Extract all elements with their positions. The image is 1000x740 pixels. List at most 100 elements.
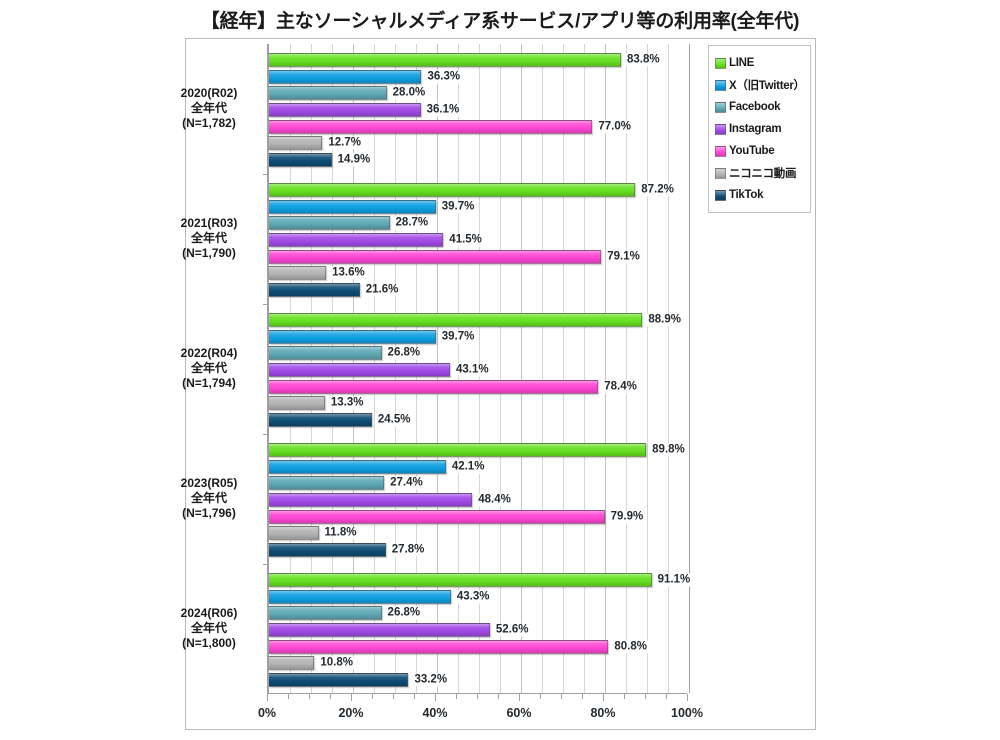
category-tick xyxy=(263,434,269,435)
bar-row: 10.8% xyxy=(269,656,687,671)
plot-inner: 83.8% 36.3% 28.0% 36.1% 77.0% 12.7% 14.9% 87.2%… xyxy=(263,44,692,693)
bar-row: 43.3% xyxy=(269,589,687,604)
bar-value-label: 13.3% xyxy=(329,396,365,410)
bar-row: 39.7% xyxy=(269,199,687,214)
x-axis-tick xyxy=(498,694,499,699)
x-axis-label: 100% xyxy=(671,706,703,720)
x-axis-tick xyxy=(687,694,688,701)
gridline xyxy=(563,44,564,693)
category-tick xyxy=(263,304,269,305)
legend-item-tiktok[interactable]: TikTok xyxy=(715,184,805,206)
gridline xyxy=(626,44,627,693)
category-label-2023: 2023(R05) 全年代 (N=1,796) xyxy=(159,476,259,521)
bar-value-label: 48.4% xyxy=(477,493,512,507)
legend-item-facebook[interactable]: Facebook xyxy=(715,96,805,118)
bar-youtube xyxy=(269,379,599,394)
bar-row: 79.1% xyxy=(269,249,687,264)
bar-row: 27.4% xyxy=(269,476,687,491)
legend-item-x旧twitter[interactable]: X（旧Twitter） xyxy=(715,74,805,96)
plot-area: 83.8% 36.3% 28.0% 36.1% 77.0% 12.7% 14.9% 87.2%… xyxy=(263,44,692,694)
bar-tiktok xyxy=(269,542,386,557)
bar-value-label: 43.1% xyxy=(455,363,490,377)
x-axis-tick xyxy=(435,694,436,701)
bar-facebook xyxy=(269,216,390,231)
legend-label: X（旧Twitter） xyxy=(729,80,805,92)
x-axis-tick xyxy=(309,694,310,699)
legend-item-ニコニコ動画[interactable]: ニコニコ動画 xyxy=(715,162,805,184)
bar-value-label: 10.8% xyxy=(319,656,354,670)
bar-value-label: 27.8% xyxy=(390,543,426,557)
bar-x旧twitter xyxy=(269,589,451,604)
bar-value-label: 27.4% xyxy=(389,476,424,490)
bar-ニコニコ動画 xyxy=(269,396,325,411)
bar-x旧twitter xyxy=(269,459,446,474)
category-label-2021: 2021(R03) 全年代 (N=1,790) xyxy=(159,216,259,261)
bar-ニコニコ動画 xyxy=(269,136,323,151)
bar-row: 80.8% xyxy=(269,639,687,654)
bar-row: 13.3% xyxy=(269,396,687,411)
category-tick xyxy=(263,174,269,175)
legend-item-instagram[interactable]: Instagram xyxy=(715,118,805,140)
legend-swatch-icon xyxy=(715,101,726,113)
chart-legend: LINE X（旧Twitter） Facebook Instagram YouTube ニ… xyxy=(708,45,811,213)
bar-value-label: 36.1% xyxy=(425,103,461,117)
bar-value-label: 89.8% xyxy=(651,443,686,457)
legend-label: YouTube xyxy=(729,145,775,157)
category-label-line: (N=1,782) xyxy=(182,116,236,130)
x-axis-tick xyxy=(582,694,583,699)
bar-value-label: 24.5% xyxy=(376,413,412,427)
bar-row: 33.2% xyxy=(269,672,687,687)
bar-row: 48.4% xyxy=(269,493,687,507)
bar-row: 52.6% xyxy=(269,623,687,637)
bar-row: 89.8% xyxy=(269,443,687,458)
bar-row: 78.4% xyxy=(269,379,687,394)
bar-value-label: 91.1% xyxy=(656,573,692,587)
category-tick xyxy=(263,564,269,565)
category-label-line: 2021(R03) xyxy=(180,216,238,230)
bar-row: 36.3% xyxy=(269,69,687,84)
bar-row: 28.7% xyxy=(269,216,687,231)
bar-tiktok xyxy=(269,152,332,167)
category-label-2020: 2020(R02) 全年代 (N=1,782) xyxy=(159,86,259,131)
x-axis-tick xyxy=(519,694,520,701)
x-axis-tick xyxy=(393,694,394,699)
bar-row: 36.1% xyxy=(269,103,687,117)
category-label-2022: 2022(R04) 全年代 (N=1,794) xyxy=(159,346,259,391)
legend-swatch-icon xyxy=(715,189,726,201)
x-axis-tick xyxy=(372,694,373,699)
gridline xyxy=(668,44,669,693)
bar-value-label: 26.8% xyxy=(386,606,422,620)
category-label-line: 全年代 xyxy=(190,101,227,115)
bar-tiktok xyxy=(269,412,372,427)
bar-row: 26.8% xyxy=(269,606,687,621)
bar-row: 39.7% xyxy=(269,329,687,344)
bar-value-label: 14.9% xyxy=(336,153,372,167)
bar-value-label: 43.3% xyxy=(455,590,491,604)
bar-value-label: 80.8% xyxy=(613,640,648,654)
bar-row: 91.1% xyxy=(269,573,692,588)
legend-label: Instagram xyxy=(729,123,782,135)
bar-value-label: 13.6% xyxy=(331,266,366,280)
x-axis-tick xyxy=(561,694,562,699)
legend-item-line[interactable]: LINE xyxy=(715,52,805,74)
bar-facebook xyxy=(269,346,382,361)
bar-line xyxy=(269,443,647,458)
category-label-line: 2023(R05) xyxy=(180,476,238,490)
bar-instagram xyxy=(269,493,473,507)
bar-value-label: 79.9% xyxy=(609,510,645,524)
bar-row: 79.9% xyxy=(269,509,687,524)
bar-value-label: 39.7% xyxy=(440,200,476,214)
bar-youtube xyxy=(269,639,609,654)
legend-swatch-icon xyxy=(715,123,726,135)
gridline xyxy=(500,44,501,693)
legend-label: Facebook xyxy=(729,101,781,113)
legend-item-youtube[interactable]: YouTube xyxy=(715,140,805,162)
bar-line xyxy=(269,573,652,588)
x-axis-label: 0% xyxy=(257,706,277,720)
category-label-line: 2022(R04) xyxy=(180,346,238,360)
bar-facebook xyxy=(269,86,387,101)
category-label-line: (N=1,790) xyxy=(182,246,236,260)
x-axis-tick xyxy=(330,694,331,699)
bar-youtube xyxy=(269,119,593,134)
bar-value-label: 78.4% xyxy=(603,380,638,394)
